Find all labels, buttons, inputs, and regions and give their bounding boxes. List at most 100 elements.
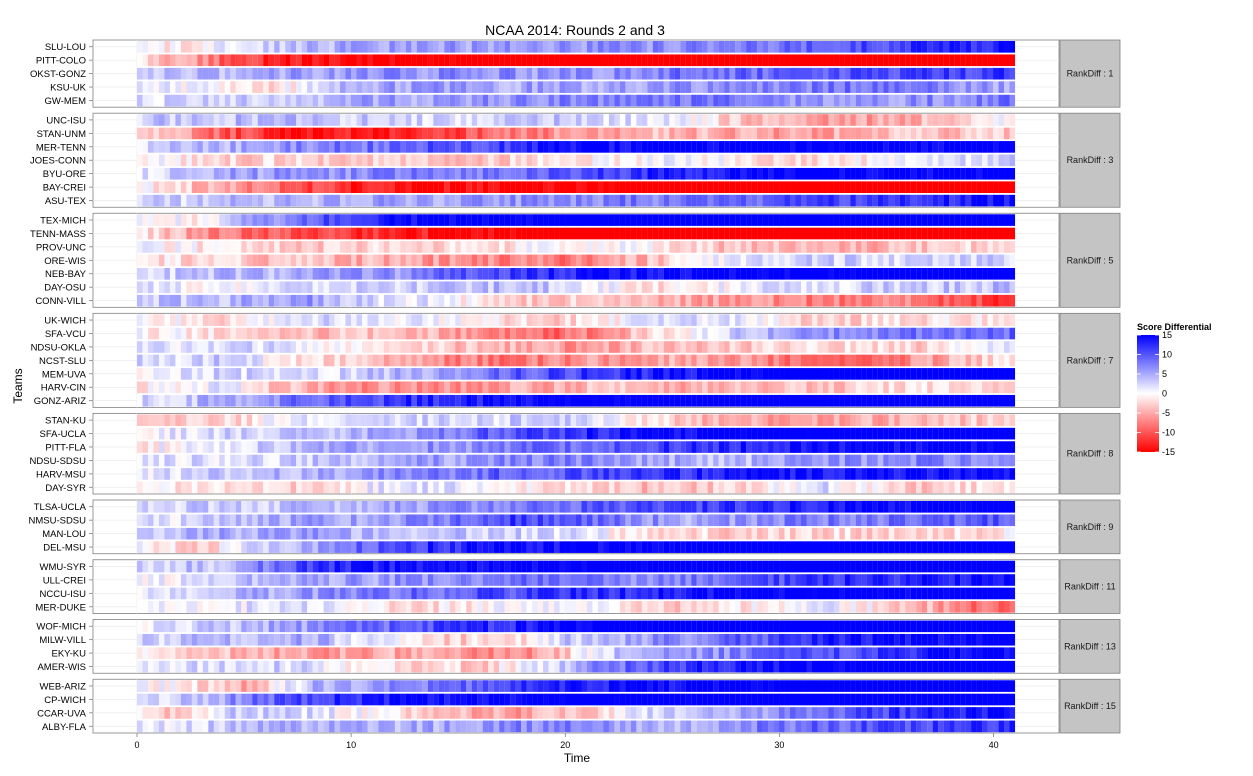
- heatmap-cell: [543, 314, 549, 326]
- heatmap-cell: [581, 294, 588, 307]
- heatmap-cell: [383, 141, 390, 153]
- heatmap-cell: [383, 154, 390, 167]
- heatmap-cell: [905, 327, 911, 340]
- heatmap-cell: [581, 414, 588, 427]
- heatmap-cell: [235, 341, 242, 353]
- heatmap-cell: [274, 281, 280, 294]
- heatmap-cell: [960, 354, 966, 367]
- heatmap-cell: [493, 394, 500, 407]
- heatmap-cell: [296, 427, 302, 440]
- heatmap-cell: [416, 114, 423, 126]
- heatmap-cell: [427, 268, 434, 280]
- heatmap-cell: [499, 354, 505, 367]
- heatmap-cell: [828, 241, 834, 253]
- heatmap-cell: [998, 368, 1005, 380]
- heatmap-cell: [372, 181, 379, 194]
- heatmap-cell: [378, 281, 384, 294]
- heatmap-cell: [427, 127, 434, 140]
- heatmap-cell: [543, 327, 549, 340]
- heatmap-cell: [263, 454, 269, 467]
- heatmap-cell: [477, 268, 483, 280]
- heatmap-cell: [175, 167, 181, 180]
- heatmap-cell: [565, 194, 571, 207]
- heatmap-cell: [707, 181, 714, 194]
- heatmap-cell: [230, 281, 236, 294]
- team-label: PITT-FLA: [45, 442, 86, 453]
- heatmap-cell: [691, 67, 697, 80]
- heatmap-cell: [581, 81, 588, 93]
- heatmap-cell: [811, 114, 818, 126]
- heatmap-cell: [949, 368, 955, 380]
- heatmap-cell: [340, 294, 346, 307]
- heatmap-cell: [817, 381, 823, 394]
- heatmap-cell: [285, 441, 291, 453]
- heatmap-cell: [894, 41, 900, 53]
- heatmap-cell: [822, 181, 829, 194]
- heatmap-cell: [252, 254, 258, 267]
- heatmap-cell: [444, 414, 450, 427]
- heatmap-cell: [592, 441, 598, 453]
- heatmap-cell: [927, 167, 933, 180]
- heatmap-cell: [647, 414, 653, 427]
- heatmap-cell: [296, 381, 302, 394]
- heatmap-cell: [921, 414, 928, 427]
- heatmap-cell: [504, 294, 511, 307]
- heatmap-cell: [828, 427, 834, 440]
- heatmap-cell: [696, 394, 703, 407]
- heatmap-cell: [197, 314, 203, 326]
- heatmap-cell: [252, 41, 258, 53]
- heatmap-cell: [180, 468, 187, 480]
- heatmap-cell: [389, 127, 395, 140]
- heatmap-cell: [372, 41, 379, 53]
- heatmap-cell: [658, 314, 664, 326]
- heatmap-cell: [438, 194, 445, 207]
- heatmap-cell: [839, 154, 845, 167]
- heatmap-cell: [235, 414, 242, 427]
- heatmap-cell: [296, 314, 302, 326]
- heatmap-cell: [570, 314, 577, 326]
- heatmap-cell: [844, 214, 851, 226]
- heatmap-cell: [137, 194, 143, 207]
- heatmap-cell: [828, 441, 834, 453]
- heatmap-cell: [411, 241, 417, 253]
- heatmap-row: MER-TENN: [36, 141, 1059, 153]
- heatmap-cell: [257, 281, 264, 294]
- heatmap-cell: [965, 167, 972, 180]
- heatmap-cell: [235, 54, 242, 67]
- heatmap-cell: [570, 81, 577, 93]
- heatmap-cell: [872, 394, 878, 407]
- heatmap-cell: [383, 327, 390, 340]
- heatmap-cell: [488, 214, 494, 226]
- heatmap-cell: [197, 354, 203, 367]
- heatmap-cell: [773, 394, 780, 407]
- heatmap-cell: [921, 281, 928, 294]
- heatmap-cell: [817, 427, 823, 440]
- heatmap-cell: [504, 214, 511, 226]
- heatmap-cell: [224, 268, 231, 280]
- heatmap-cell: [416, 167, 423, 180]
- team-label: CONN-VILL: [35, 296, 86, 307]
- heatmap-cell: [855, 314, 862, 326]
- heatmap-cell: [559, 154, 566, 167]
- heatmap-cell: [982, 181, 988, 194]
- heatmap-cell: [630, 154, 637, 167]
- heatmap-cell: [811, 67, 818, 80]
- heatmap-cell: [762, 368, 769, 380]
- heatmap-cell: [543, 181, 549, 194]
- heatmap-cell: [581, 454, 588, 467]
- heatmap-cell: [521, 394, 527, 407]
- heatmap-cell: [175, 314, 181, 326]
- heatmap-cell: [191, 67, 198, 80]
- heatmap-cell: [872, 41, 878, 53]
- heatmap-cell: [180, 327, 187, 340]
- heatmap-cell: [389, 154, 395, 167]
- heatmap-cell: [526, 194, 533, 207]
- heatmap-cell: [345, 141, 352, 153]
- heatmap-cell: [724, 268, 730, 280]
- heatmap-cell: [285, 114, 291, 126]
- heatmap-cell: [175, 241, 181, 253]
- heatmap-cell: [735, 281, 741, 294]
- heatmap-cell: [987, 54, 994, 67]
- heatmap-cell: [142, 314, 149, 326]
- heatmap-cell: [691, 454, 697, 467]
